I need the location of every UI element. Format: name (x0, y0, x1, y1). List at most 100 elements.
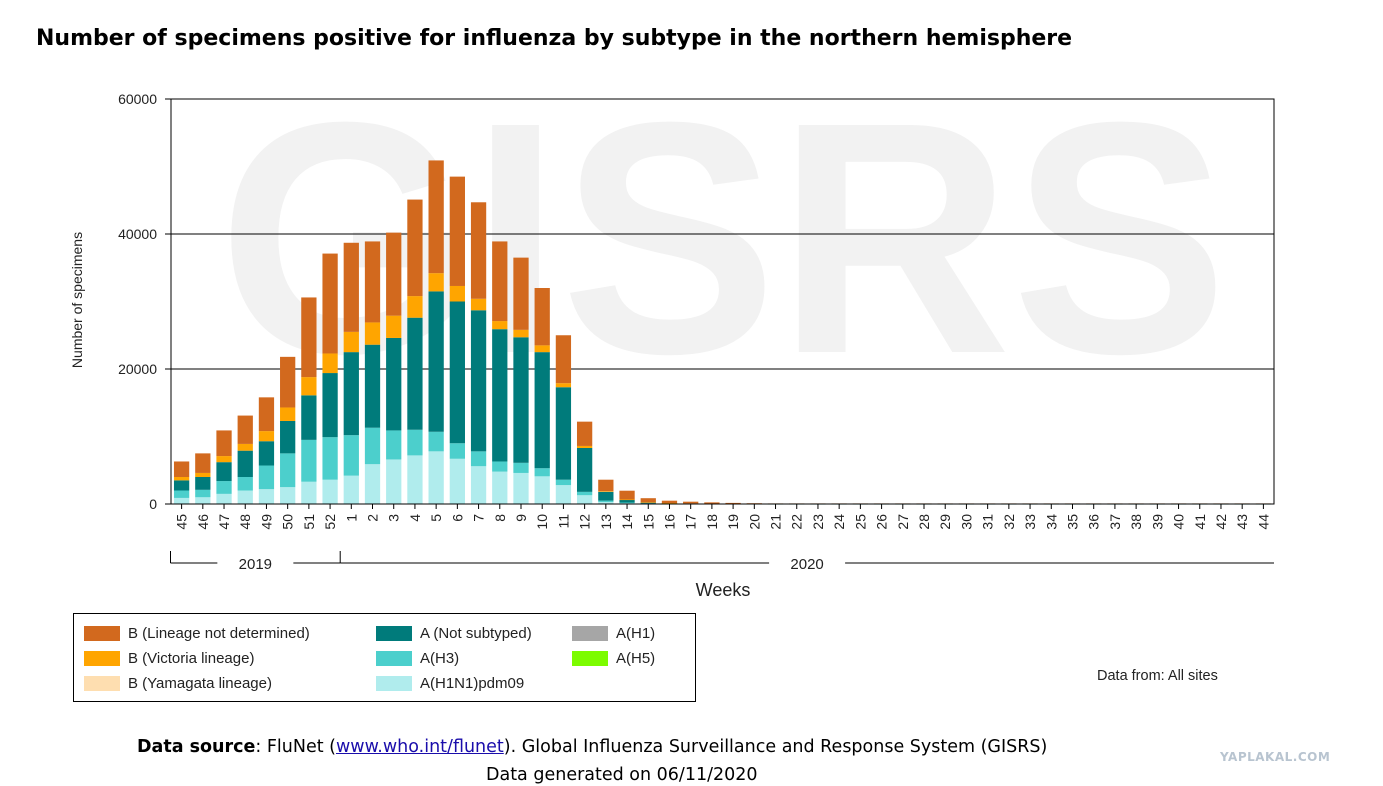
y-axis: 0 20000 40000 60000 (118, 91, 171, 512)
x-tick-label: 27 (895, 514, 911, 530)
x-tick-label: 19 (725, 514, 741, 530)
bar-segment (534, 468, 550, 477)
x-tick-label: 14 (619, 514, 635, 530)
bar-segment (322, 479, 338, 504)
bar-segment (301, 297, 317, 378)
x-tick-label: 17 (683, 514, 699, 530)
bar-segment (704, 502, 720, 504)
bar-segment (598, 479, 614, 492)
bar-segment (280, 453, 296, 488)
bar-segment (492, 321, 508, 330)
y-axis-label: Number of specimens (69, 232, 85, 368)
bar-segment (576, 495, 593, 504)
bar-segment (258, 465, 275, 490)
bar-segment (576, 447, 593, 492)
x-tick-label: 29 (937, 514, 953, 530)
legend-item: B (Yamagata lineage) (84, 673, 272, 693)
legend-swatch (572, 650, 608, 666)
x-tick-label: 7 (471, 514, 487, 522)
x-axis-label: Weeks (696, 580, 751, 600)
x-tick-label: 30 (958, 514, 974, 530)
x-tick-label: 11 (555, 514, 571, 529)
bar-segment (216, 481, 232, 494)
bar-segment (343, 475, 359, 504)
x-tick-label: 46 (195, 514, 211, 530)
chart-title: Number of specimens positive for influen… (36, 26, 1073, 51)
bar-segment (407, 199, 423, 297)
x-tick-label: 10 (534, 514, 550, 530)
x-tick-label: 15 (640, 514, 656, 530)
x-tick-label: 45 (174, 514, 190, 530)
bar-segment (173, 497, 190, 504)
bar-segment (513, 472, 529, 504)
bar-segment (195, 472, 211, 477)
x-tick-label: 39 (1149, 514, 1165, 530)
year-label: 2019 (239, 556, 272, 573)
bar-segment (173, 477, 190, 481)
bar-segment (343, 435, 359, 476)
legend-item: B (Lineage not determined) (84, 623, 310, 643)
bar-segment (407, 455, 423, 504)
bar-segment (428, 160, 444, 274)
bar-segment (513, 257, 529, 330)
y-tick-label: 60000 (118, 91, 157, 107)
bar-segment (364, 241, 381, 323)
x-tick-label: 20 (746, 514, 762, 530)
x-tick-label: 47 (216, 514, 232, 530)
bar-segment (513, 462, 529, 473)
bar-segment (555, 479, 572, 486)
legend-item: A(H3) (376, 648, 459, 668)
bar-segment (407, 296, 423, 318)
bar-segment (534, 345, 550, 353)
year-groups: 2019 2020 (170, 551, 1274, 573)
bar-segment (322, 437, 338, 480)
x-tick-label: 44 (1255, 514, 1271, 530)
legend-swatch (376, 675, 412, 691)
x-tick-label: 21 (768, 514, 784, 530)
bar-segment (598, 491, 614, 501)
bar-segment (280, 356, 296, 408)
bar-segment (343, 242, 359, 332)
data-source-text1: : FluNet ( (255, 737, 336, 757)
data-generated-line: Data generated on 06/11/2020 (486, 765, 758, 785)
legend-swatch (84, 625, 120, 641)
bar-segment (301, 481, 317, 504)
legend-label: B (Yamagata lineage) (128, 674, 272, 692)
site-watermark: YAPLAKAL.COM (1220, 750, 1331, 764)
legend-item: A (Not subtyped) (376, 623, 532, 643)
bar-segment (470, 298, 487, 311)
bar-segment (513, 329, 529, 338)
bar-segment (619, 499, 635, 503)
legend-label: B (Victoria lineage) (128, 649, 255, 667)
bar-segment (470, 310, 487, 452)
x-tick-label: 49 (258, 514, 274, 530)
x-tick-label: 5 (428, 514, 444, 522)
bar-segment (619, 502, 635, 504)
bar-segment (640, 502, 656, 503)
x-axis: 45 46 47 48 49 50 51 52 1 2 3 4 5 6 7 8 9 10 11 12 13 14 15 16 1… (174, 504, 1271, 530)
x-tick-label: 32 (1001, 514, 1017, 530)
bar-segment (258, 431, 275, 442)
x-tick-label: 34 (1043, 514, 1059, 530)
bar-segment (598, 491, 614, 492)
plot-frame (170, 98, 1275, 505)
bar-segment (195, 477, 211, 490)
bar-segment (619, 490, 635, 500)
bar-segment (428, 273, 444, 292)
bar-segment (280, 487, 296, 504)
bar-segment (322, 253, 338, 354)
legend-swatch (376, 625, 412, 641)
x-tick-label: 48 (237, 514, 253, 530)
bar-segment (407, 317, 423, 430)
x-tick-label: 13 (598, 514, 614, 530)
flunet-link[interactable]: www.who.int/flunet (335, 737, 504, 757)
year-label: 2020 (790, 556, 823, 573)
legend-label: A(H1N1)pdm09 (420, 674, 525, 692)
x-tick-label: 52 (322, 514, 338, 530)
bar-segment (492, 461, 508, 472)
bar-segment (216, 430, 232, 457)
x-tick-label: 8 (492, 514, 508, 522)
bar-segment (640, 502, 656, 504)
bar-segment (343, 352, 359, 436)
